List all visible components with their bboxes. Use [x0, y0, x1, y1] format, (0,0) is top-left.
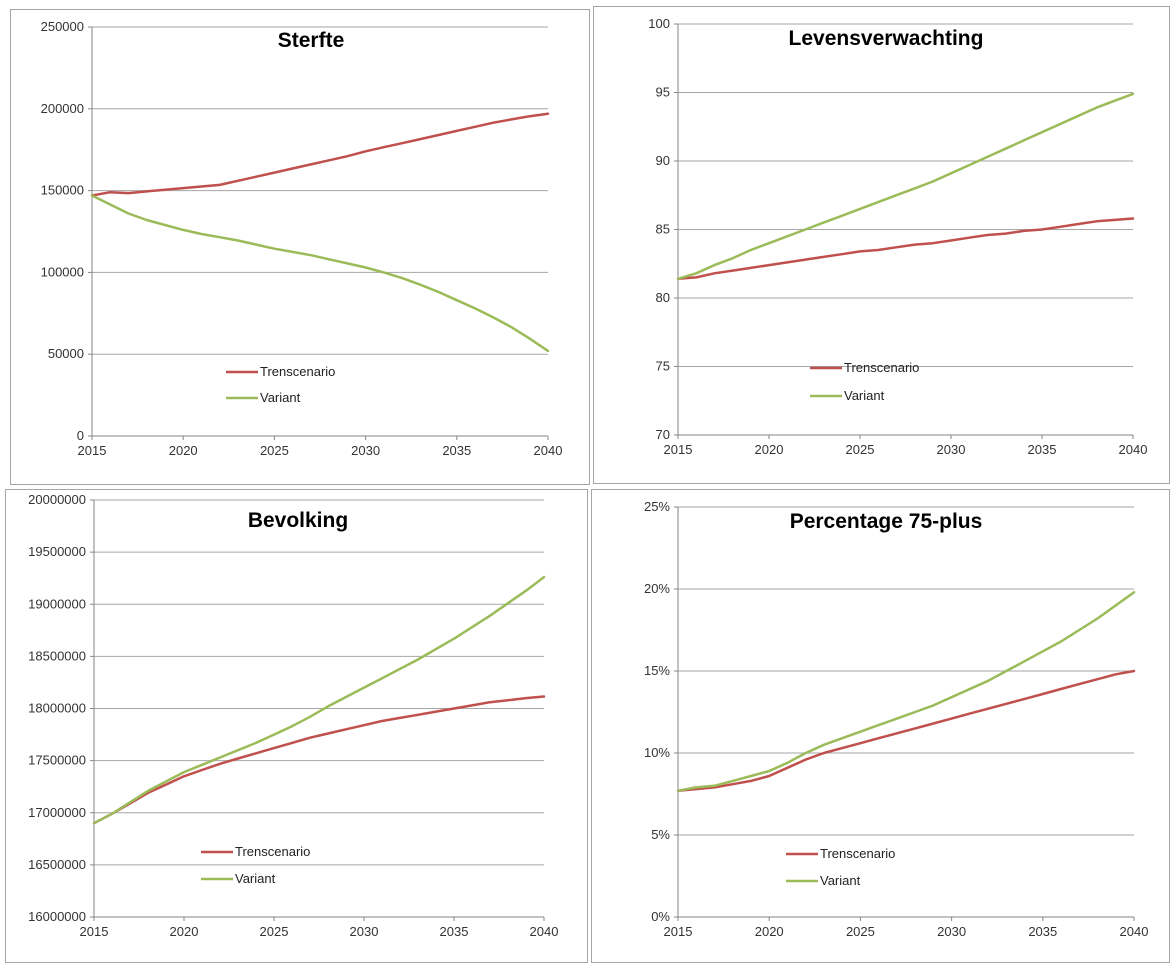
y-tick-label: 17000000 — [28, 805, 86, 820]
series-line-trenscenario — [94, 697, 544, 824]
y-tick-label: 250000 — [41, 19, 84, 34]
legend-label-variant: Variant — [260, 390, 301, 405]
legend-label-trenscenario: Trenscenario — [844, 360, 919, 375]
legend-label-variant: Variant — [844, 388, 885, 403]
x-tick-label: 2025 — [260, 443, 289, 458]
legend-label-trenscenario: Trenscenario — [820, 846, 895, 861]
y-tick-label: 19000000 — [28, 596, 86, 611]
chart-title: Bevolking — [248, 509, 348, 532]
x-tick-label: 2030 — [937, 442, 966, 457]
legend: Trenscenario Variant — [226, 364, 335, 405]
y-tick-label: 200000 — [41, 101, 84, 116]
chart-sterfte: 0 50000 100000 150000 200000 250000 2015 2020 2… — [11, 10, 589, 484]
x-tick-label: 2035 — [1028, 924, 1057, 939]
legend: Trenscenario Variant — [786, 846, 895, 888]
x-tick-label: 2020 — [755, 924, 784, 939]
x-tick-label: 2035 — [440, 924, 469, 939]
y-tick-label: 0% — [651, 909, 670, 924]
x-tick-label: 2030 — [350, 924, 379, 939]
y-tick-label: 18500000 — [28, 648, 86, 663]
y-tick-label: 75 — [656, 359, 670, 374]
y-tick-label: 70 — [656, 427, 670, 442]
y-tick-label: 100 — [648, 16, 670, 31]
x-tick-label: 2015 — [664, 442, 693, 457]
x-tick-label: 2015 — [80, 924, 109, 939]
y-tick-label: 150000 — [41, 183, 84, 198]
y-tick-label: 16500000 — [28, 857, 86, 872]
series-line-trenscenario — [678, 219, 1133, 279]
y-tick-label: 0 — [77, 428, 84, 443]
chart-panel-levensverwachting: 70 75 80 85 90 95 100 2015 2020 2025 2030 2035 2040… — [593, 6, 1170, 484]
y-tick-label: 95 — [656, 85, 670, 100]
x-tick-label: 2035 — [1028, 442, 1057, 457]
x-tick-label: 2025 — [846, 924, 875, 939]
legend-label-trenscenario: Trenscenario — [235, 844, 310, 859]
y-tick-label: 17500000 — [28, 753, 86, 768]
y-tick-label: 20% — [644, 581, 670, 596]
y-tick-label: 90 — [656, 153, 670, 168]
x-tick-label: 2020 — [755, 442, 784, 457]
y-tick-label: 10% — [644, 745, 670, 760]
y-tick-label: 20000000 — [28, 492, 86, 507]
series-line-trenscenario — [92, 114, 548, 196]
y-tick-label: 5% — [651, 827, 670, 842]
chart-title: Sterfte — [278, 29, 345, 52]
x-tick-label: 2015 — [664, 924, 693, 939]
x-tick-label: 2040 — [534, 443, 563, 458]
x-tick-label: 2040 — [1120, 924, 1149, 939]
x-tick-label: 2035 — [442, 443, 471, 458]
x-tick-label: 2020 — [169, 443, 198, 458]
x-tick-label: 2030 — [351, 443, 380, 458]
chart-panel-percentage-75-plus: 0% 5% 10% 15% 20% 25% 2015 2020 2025 2030 2035 204… — [591, 489, 1170, 963]
series-line-trenscenario — [678, 671, 1134, 791]
chart-title: Levensverwachting — [789, 27, 984, 50]
legend-label-variant: Variant — [235, 871, 276, 886]
legend-label-variant: Variant — [820, 873, 861, 888]
chart-panel-sterfte: 0 50000 100000 150000 200000 250000 2015 2020 2… — [10, 9, 590, 485]
legend-label-trenscenario: Trenscenario — [260, 364, 335, 379]
y-tick-label: 16000000 — [28, 909, 86, 924]
y-tick-label: 50000 — [48, 346, 84, 361]
y-tick-label: 80 — [656, 290, 670, 305]
x-tick-label: 2040 — [530, 924, 559, 939]
series-line-variant — [678, 94, 1133, 279]
y-tick-label: 100000 — [41, 264, 84, 279]
x-tick-label: 2025 — [260, 924, 289, 939]
series-line-variant — [678, 592, 1134, 790]
x-tick-label: 2015 — [78, 443, 107, 458]
y-tick-label: 18000000 — [28, 701, 86, 716]
x-tick-label: 2030 — [937, 924, 966, 939]
y-tick-label: 85 — [656, 222, 670, 237]
chart-bevolking: 16000000 16500000 17000000 17500000 18000000… — [6, 490, 587, 962]
y-tick-label: 19500000 — [28, 544, 86, 559]
chart-title: Percentage 75-plus — [790, 510, 983, 533]
y-tick-label: 15% — [644, 663, 670, 678]
chart-levensverwachting: 70 75 80 85 90 95 100 2015 2020 2025 2030 2035 2040… — [594, 7, 1169, 483]
chart-panel-bevolking: 16000000 16500000 17000000 17500000 18000000… — [5, 489, 588, 963]
y-tick-label: 25% — [644, 499, 670, 514]
x-tick-label: 2020 — [170, 924, 199, 939]
x-tick-label: 2040 — [1119, 442, 1148, 457]
chart-percentage-75-plus: 0% 5% 10% 15% 20% 25% 2015 2020 2025 2030 2035 204… — [592, 490, 1169, 962]
series-line-variant — [92, 196, 548, 351]
x-tick-label: 2025 — [846, 442, 875, 457]
